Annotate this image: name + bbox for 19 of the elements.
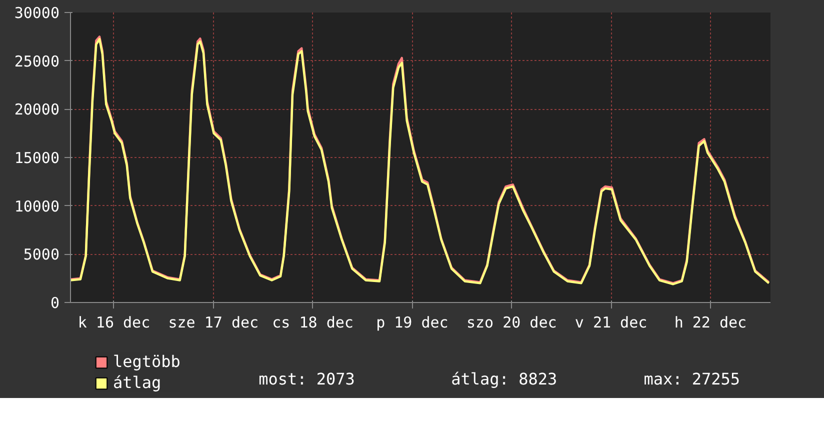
legend-label: legtöbb [113, 352, 180, 371]
x-tick-label: cs 18 dec [272, 314, 354, 332]
y-tick-label: 15000 [14, 149, 60, 167]
x-tick-label: sze 17 dec [168, 314, 259, 332]
y-tick-label: 30000 [14, 4, 60, 22]
x-tick-label: v 21 dec [574, 314, 648, 332]
x-tick-label: k 16 dec [78, 314, 150, 332]
y-tick-label: 25000 [14, 52, 60, 70]
x-tick-label: szo 20 dec [466, 314, 557, 332]
text: most: 2073 [258, 370, 355, 388]
y-tick-label: 0 [50, 294, 60, 312]
y-tick-label: 20000 [14, 100, 60, 119]
text: max: 27255 [644, 370, 740, 388]
legend-label: átlag [113, 373, 162, 392]
y-tick-label: 5000 [23, 246, 60, 264]
y-tick-label: 10000 [14, 197, 60, 216]
x-tick-label: p 19 dec [376, 314, 448, 332]
x-tick-label: h 22 dec [674, 314, 747, 332]
text: átlag: 8823 [451, 370, 558, 388]
